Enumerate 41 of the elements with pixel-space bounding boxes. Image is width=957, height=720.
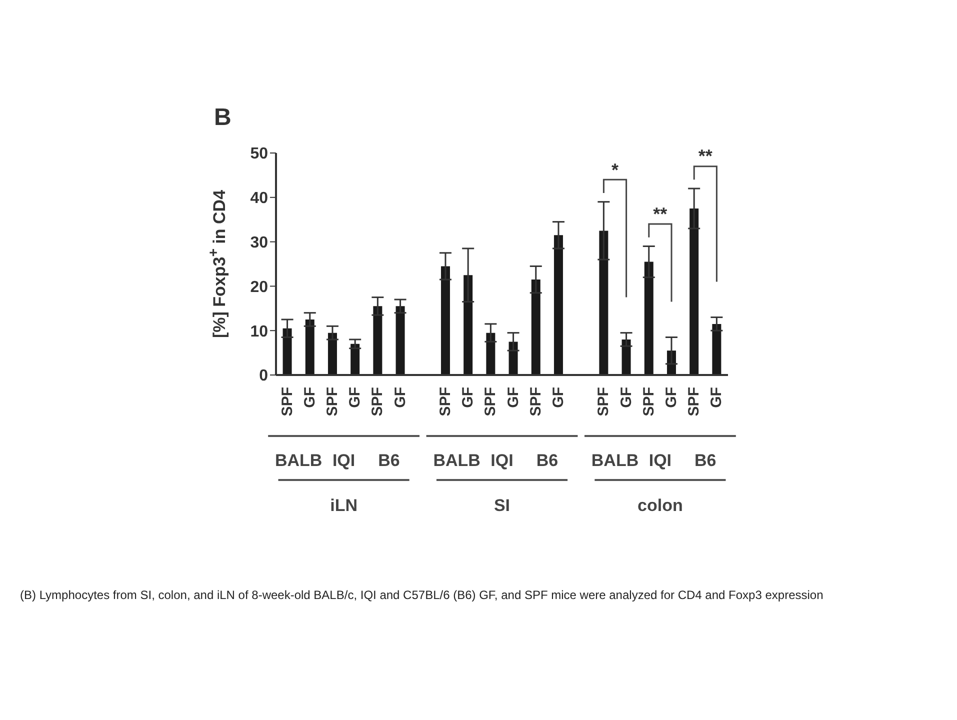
x-tick-label: SPF (595, 387, 612, 416)
chart-title: B (214, 104, 232, 132)
text: IQI (490, 451, 514, 471)
x-tick-label: SPF (369, 387, 386, 416)
text: B6 (378, 451, 400, 471)
text: BALB (591, 451, 639, 471)
x-tick-label: SPF (278, 387, 296, 416)
x-tick-label: GF (301, 387, 318, 408)
x-tick-label: GF (550, 387, 567, 408)
y-tick-label: 40 (250, 190, 268, 208)
text: IQI (648, 451, 672, 471)
text: B6 (536, 451, 558, 471)
text: IQI (332, 451, 356, 471)
x-tick-label: SPF (686, 387, 703, 416)
x-tick-label: SPF (324, 387, 341, 416)
x-tick-label: GF (392, 387, 409, 408)
x-tick-label: GF (504, 387, 522, 408)
x-tick-label: GF (663, 387, 680, 408)
y-tick-label: 50 (250, 146, 268, 163)
x-tick-label: SPF (482, 387, 500, 416)
text: colon (638, 496, 683, 516)
y-tick-label: 0 (259, 368, 268, 385)
x-tick-label: GF (346, 387, 364, 408)
annotation: ** (698, 146, 712, 168)
text: iLN (330, 496, 358, 516)
x-tick-label: GF (708, 387, 726, 408)
text: BALB (433, 451, 480, 471)
annotation: * (611, 160, 619, 181)
text: BALB (274, 451, 322, 471)
x-tick-label: SPF (640, 387, 658, 416)
annotation: ** (653, 204, 668, 226)
text: SI (494, 496, 510, 516)
text: (B) Lymphocytes from SI, colon, and iLN of 8-week-old BALB/c, IQI and C57BL/6 (B6) GF, and SPF mice were analyzed for CD4 and Foxp3 expression (20, 588, 824, 602)
x-tick-label: GF (460, 387, 477, 408)
text: B6 (694, 451, 716, 471)
x-tick-label: GF (618, 387, 635, 408)
y-tick-label: 20 (250, 278, 268, 296)
y-tick-label: 10 (250, 323, 268, 340)
x-tick-label: SPF (437, 387, 454, 416)
x-tick-label: SPF (527, 387, 544, 416)
y-tick-label: 30 (250, 234, 268, 252)
